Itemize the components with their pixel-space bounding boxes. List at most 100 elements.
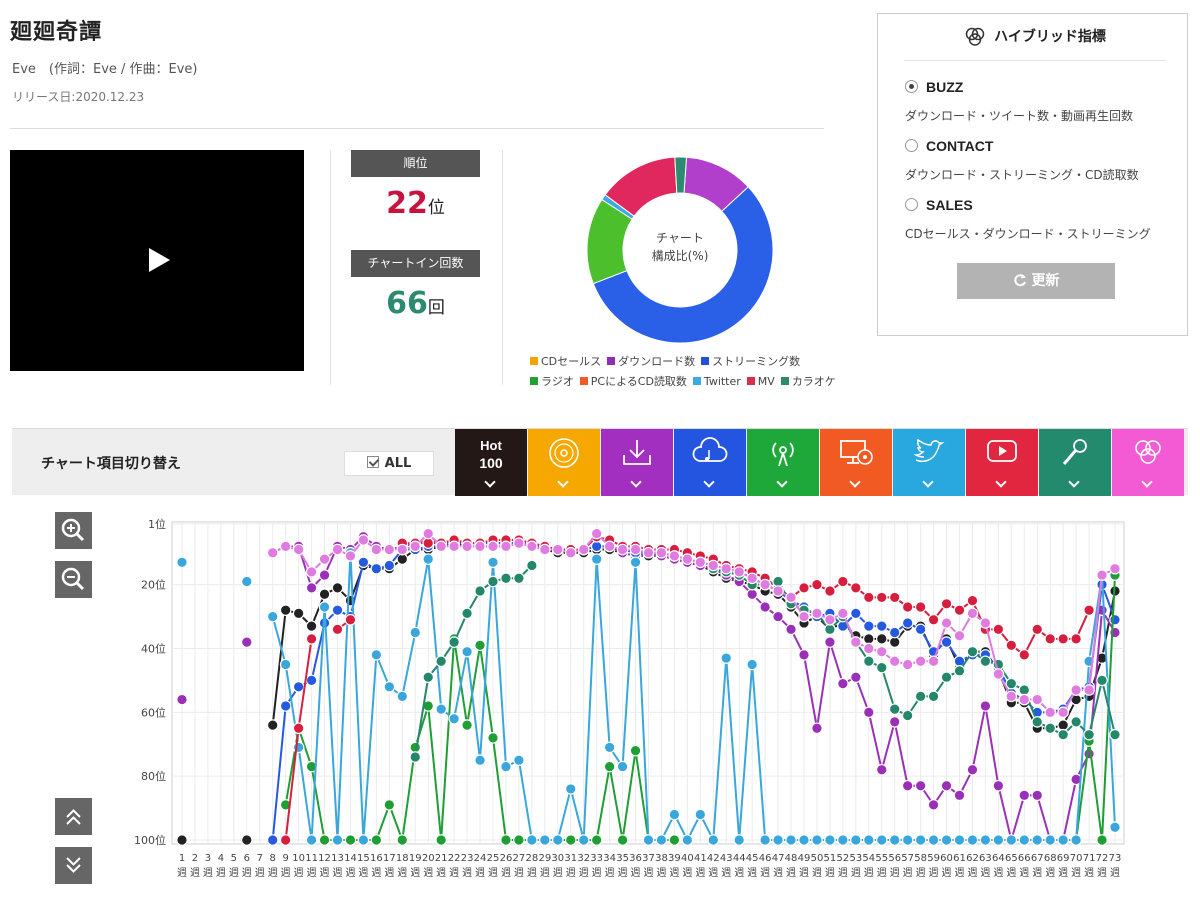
data-point[interactable]: [901, 779, 914, 792]
data-point[interactable]: [824, 613, 836, 626]
all-toggle[interactable]: ALL: [344, 451, 434, 476]
data-point[interactable]: [720, 652, 733, 664]
data-point[interactable]: [940, 779, 953, 792]
data-point[interactable]: [383, 559, 396, 572]
data-point[interactable]: [1109, 562, 1121, 575]
data-point[interactable]: [966, 763, 979, 776]
data-point[interactable]: [1031, 834, 1044, 846]
data-point[interactable]: [448, 636, 460, 648]
data-point[interactable]: [305, 620, 318, 632]
data-point[interactable]: [279, 799, 292, 811]
data-point[interactable]: [888, 626, 901, 639]
data-point[interactable]: [279, 658, 292, 671]
data-point[interactable]: [992, 834, 1005, 846]
data-point[interactable]: [577, 834, 590, 846]
data-point[interactable]: [1096, 834, 1108, 846]
data-point[interactable]: [837, 607, 849, 620]
data-point[interactable]: [616, 834, 629, 846]
data-point[interactable]: [240, 575, 253, 588]
data-point[interactable]: [914, 623, 927, 636]
data-point[interactable]: [850, 636, 862, 648]
data-point[interactable]: [901, 658, 914, 671]
data-point[interactable]: [590, 540, 603, 553]
category-cd-sales[interactable]: [528, 429, 600, 496]
data-point[interactable]: [629, 556, 642, 569]
data-point[interactable]: [979, 617, 992, 629]
data-point[interactable]: [759, 578, 771, 591]
data-point[interactable]: [487, 556, 499, 569]
data-point[interactable]: [279, 540, 292, 553]
data-point[interactable]: [953, 604, 966, 616]
video-player[interactable]: [10, 150, 304, 371]
data-point[interactable]: [370, 543, 383, 556]
data-point[interactable]: [616, 543, 629, 556]
data-point[interactable]: [862, 834, 875, 846]
data-point[interactable]: [370, 649, 383, 661]
data-point[interactable]: [487, 575, 499, 588]
data-point[interactable]: [772, 834, 784, 846]
data-point[interactable]: [383, 799, 396, 811]
data-point[interactable]: [292, 607, 305, 620]
data-point[interactable]: [953, 789, 966, 802]
data-point[interactable]: [772, 575, 784, 588]
data-point[interactable]: [1018, 789, 1031, 802]
data-point[interactable]: [772, 585, 784, 597]
data-point[interactable]: [292, 680, 305, 693]
category-twitter[interactable]: [893, 429, 965, 496]
radio-buzz[interactable]: BUZZ: [905, 79, 963, 95]
data-point[interactable]: [513, 834, 525, 846]
radio-sales[interactable]: SALES: [905, 197, 973, 213]
category-streaming[interactable]: [674, 429, 746, 496]
data-point[interactable]: [668, 808, 681, 821]
data-point[interactable]: [940, 636, 953, 648]
data-point[interactable]: [526, 559, 538, 572]
radio-contact[interactable]: CONTACT: [905, 138, 993, 154]
data-point[interactable]: [1018, 834, 1031, 846]
data-point[interactable]: [901, 709, 914, 722]
data-point[interactable]: [318, 553, 331, 565]
scroll-top-button[interactable]: [55, 798, 92, 835]
data-point[interactable]: [642, 834, 655, 846]
data-point[interactable]: [850, 582, 862, 594]
data-point[interactable]: [850, 834, 862, 846]
data-point[interactable]: [474, 754, 486, 767]
data-point[interactable]: [707, 834, 720, 846]
data-point[interactable]: [318, 588, 331, 601]
data-point[interactable]: [435, 655, 447, 668]
data-point[interactable]: [1070, 716, 1082, 728]
data-point[interactable]: [305, 582, 318, 594]
data-point[interactable]: [824, 834, 836, 846]
data-point[interactable]: [1005, 639, 1018, 652]
data-point[interactable]: [914, 690, 927, 703]
data-point[interactable]: [1005, 690, 1018, 703]
data-point[interactable]: [590, 834, 603, 846]
data-point[interactable]: [746, 588, 758, 601]
data-point[interactable]: [979, 655, 992, 668]
data-point[interactable]: [305, 566, 318, 578]
data-point[interactable]: [1044, 706, 1057, 719]
data-point[interactable]: [875, 661, 888, 674]
data-point[interactable]: [901, 834, 914, 846]
data-point[interactable]: [837, 575, 849, 588]
data-point[interactable]: [513, 572, 525, 585]
data-point[interactable]: [357, 534, 370, 546]
data-point[interactable]: [875, 633, 888, 645]
data-point[interactable]: [1044, 834, 1057, 846]
data-point[interactable]: [850, 607, 862, 620]
data-point[interactable]: [811, 722, 823, 735]
data-point[interactable]: [564, 546, 577, 559]
data-point[interactable]: [1057, 719, 1069, 731]
data-point[interactable]: [811, 834, 823, 846]
data-point[interactable]: [824, 636, 836, 648]
data-point[interactable]: [888, 636, 901, 648]
data-point[interactable]: [811, 607, 823, 620]
data-point[interactable]: [500, 540, 512, 553]
data-point[interactable]: [759, 601, 771, 613]
data-point[interactable]: [914, 655, 927, 668]
data-point[interactable]: [888, 703, 901, 715]
data-point[interactable]: [396, 543, 409, 556]
data-point[interactable]: [266, 834, 279, 846]
data-point[interactable]: [357, 834, 370, 846]
data-point[interactable]: [357, 556, 370, 569]
data-point[interactable]: [564, 783, 577, 795]
